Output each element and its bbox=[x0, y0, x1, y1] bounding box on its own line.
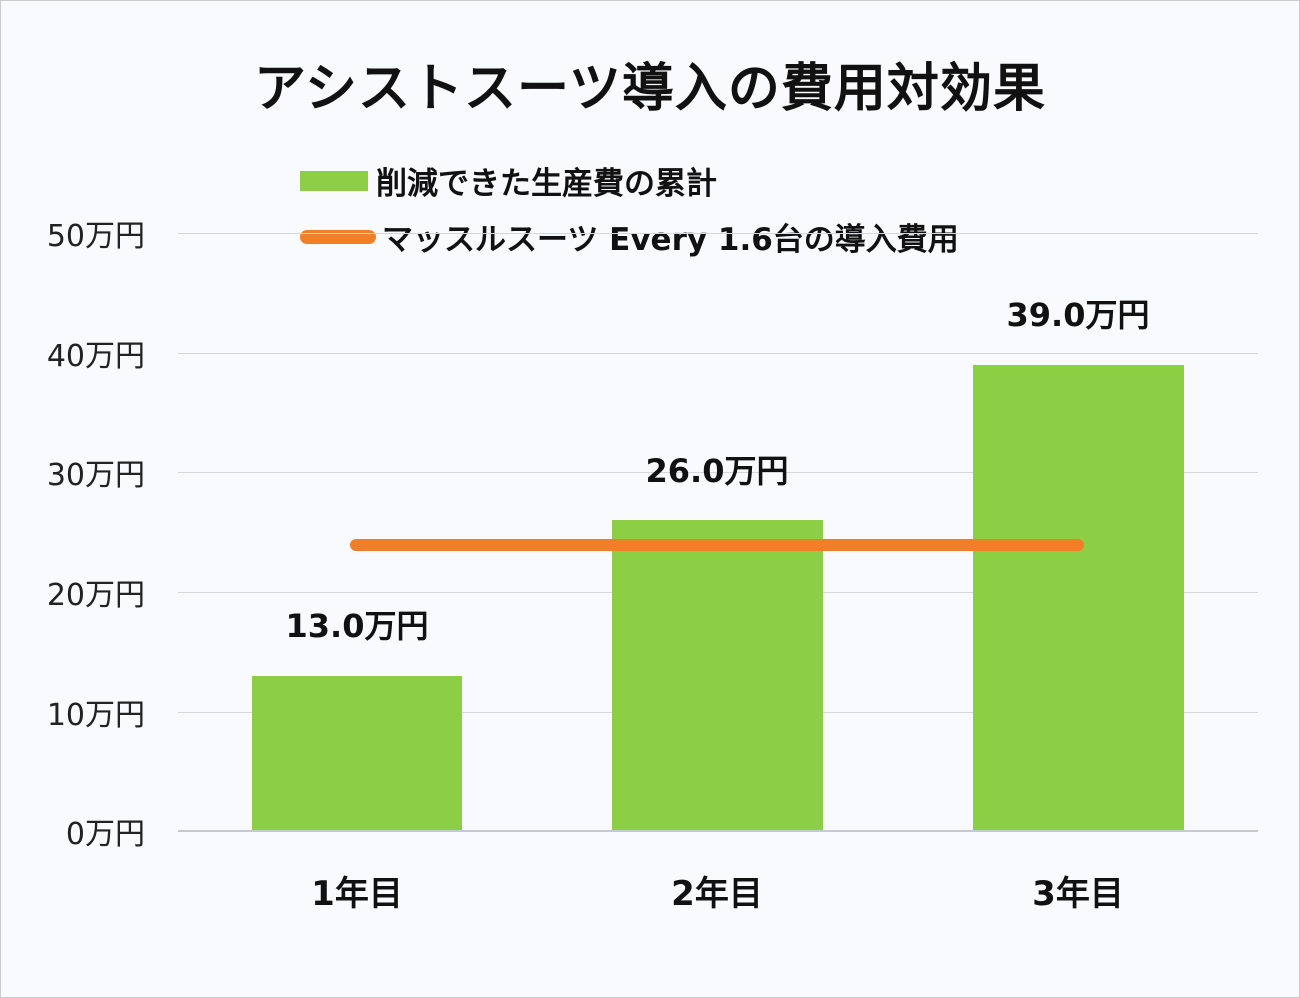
cost-line bbox=[350, 539, 1084, 551]
legend-item-cost: マッスルスーツ Every 1.6台の導入費用 bbox=[300, 214, 959, 259]
y-tick-label: 50万円 bbox=[46, 219, 145, 254]
bar-data-label: 26.0万円 bbox=[645, 452, 789, 490]
bar-year-1 bbox=[252, 676, 462, 831]
legend-bar-swatch-icon bbox=[300, 170, 368, 191]
y-tick-label: 30万円 bbox=[46, 458, 145, 493]
x-tick-label: 1年目 bbox=[311, 874, 403, 914]
legend-item-savings: 削減できた生産費の累計 bbox=[300, 158, 717, 203]
bar-data-label: 39.0万円 bbox=[1006, 296, 1150, 334]
bar-data-label: 13.0万円 bbox=[285, 607, 429, 645]
x-axis-line bbox=[178, 830, 1258, 832]
chart-title: アシストスーツ導入の費用対効果 bbox=[254, 59, 1046, 119]
gridline bbox=[178, 353, 1258, 354]
y-tick-label: 0万円 bbox=[65, 817, 145, 852]
bar-year-3 bbox=[973, 365, 1184, 831]
x-tick-label: 2年目 bbox=[671, 874, 763, 914]
x-tick-label: 3年目 bbox=[1032, 874, 1124, 914]
y-tick-label: 10万円 bbox=[46, 698, 145, 733]
legend-label: マッスルスーツ Every 1.6台の導入費用 bbox=[382, 222, 959, 258]
legend-line-swatch-icon bbox=[300, 229, 376, 244]
gridline bbox=[178, 472, 1258, 473]
legend-label: 削減できた生産費の累計 bbox=[376, 166, 717, 202]
y-tick-label: 20万円 bbox=[46, 578, 145, 613]
gridline bbox=[178, 233, 1258, 234]
y-tick-label: 40万円 bbox=[46, 339, 145, 374]
bar-year-2 bbox=[612, 520, 823, 831]
